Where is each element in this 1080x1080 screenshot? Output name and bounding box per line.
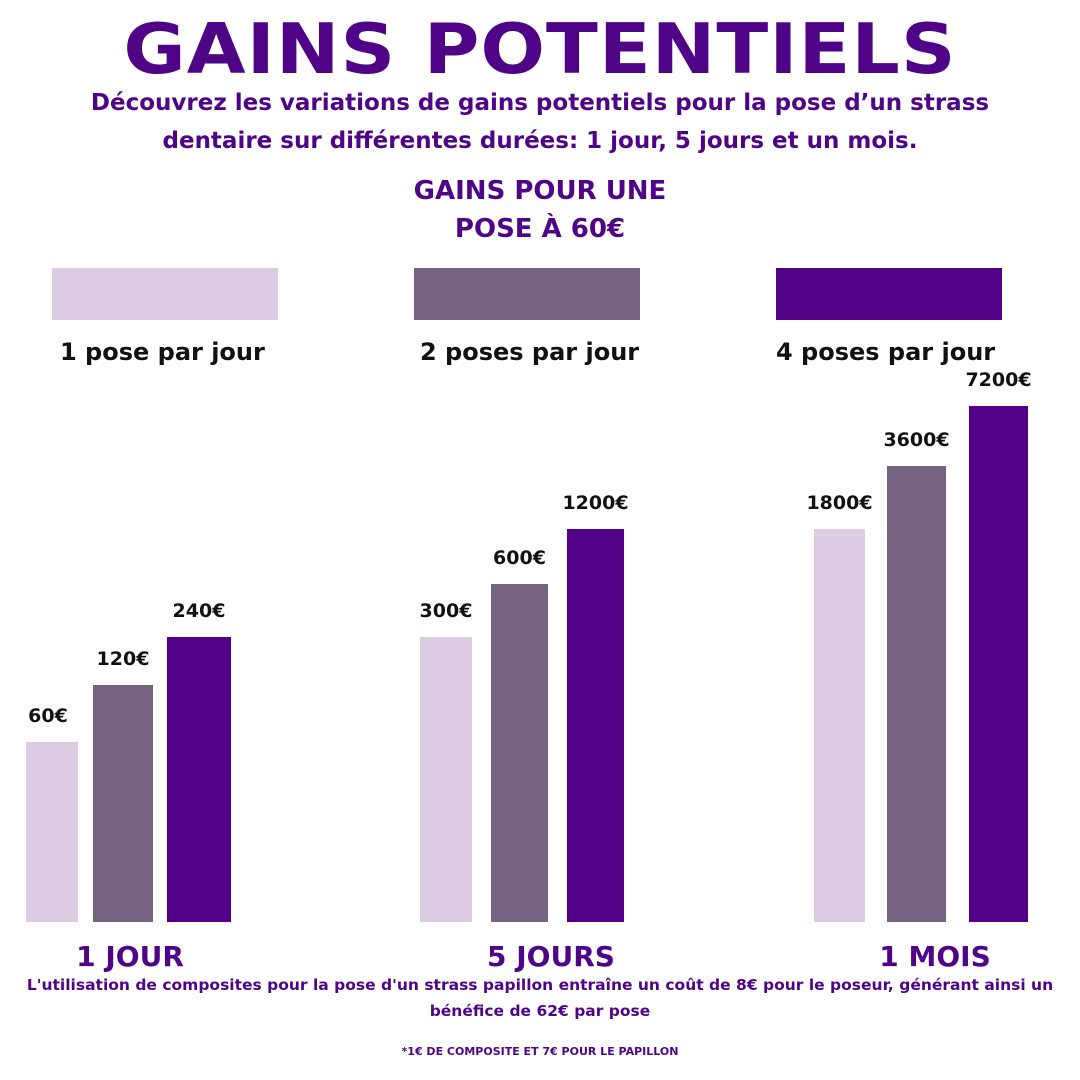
bar-labels-group: 60€ 120€ 240€ 300€ 600€ 1200€ 1800€ 3600€ 7200€ (28, 369, 1031, 727)
bar-value-label-2-1: 3600€ (883, 429, 949, 451)
section-title-line1: GAINS POUR UNE (413, 176, 667, 206)
bar-value-label-1-0: 300€ (420, 600, 473, 622)
legend-swatch-3 (776, 268, 1002, 320)
legend-label-2: 2 poses par jour (420, 338, 640, 366)
footnote-small: *1€ DE COMPOSITE ET 7€ POUR LE PAPILLON (401, 1045, 679, 1058)
page-title: GAINS POTENTIELS (123, 7, 957, 90)
bar-2-2 (969, 406, 1028, 922)
bar-0-0 (26, 742, 78, 922)
bar-1-2 (567, 529, 624, 922)
bar-value-label-1-2: 1200€ (562, 492, 628, 514)
bar-1-0 (420, 637, 472, 922)
category-label-0: 1 JOUR (76, 940, 184, 972)
bars-group (26, 406, 1028, 922)
bar-value-label-0-2: 240€ (173, 600, 226, 622)
legend-swatch-2 (414, 268, 640, 320)
bar-value-label-1-1: 600€ (493, 547, 546, 569)
bar-value-label-0-0: 60€ (28, 705, 68, 727)
category-labels-group: 1 JOUR 5 JOURS 1 MOIS (76, 940, 991, 972)
bar-0-2 (167, 637, 231, 922)
bar-chart: 60€120€240€ 300€600€1200€ 1800€3600€7200€ … (26, 369, 1032, 972)
bar-2-1 (887, 466, 946, 922)
bar-2-0 (814, 529, 865, 922)
legend-label-1: 1 pose par jour (60, 338, 265, 366)
category-label-2: 1 MOIS (879, 940, 990, 972)
category-label-1: 5 JOURS (487, 940, 615, 972)
bar-value-label-2-2: 7200€ (965, 369, 1031, 391)
subtitle: Découvrez les variations de gains potent… (90, 90, 990, 154)
bar-value-label-0-1: 120€ (97, 648, 150, 670)
legend-swatch-1 (52, 268, 278, 320)
footnote: L'utilisation de composites pour la pose… (26, 976, 1054, 1020)
legend-label-3: 4 poses par jour (776, 338, 996, 366)
bar-value-label-2-0: 1800€ (806, 492, 872, 514)
section-title: GAINS POUR UNE POSE À 60€ (340, 172, 740, 248)
bar-0-1 (93, 685, 153, 922)
bar-1-1 (491, 584, 548, 922)
section-title-line2: POSE À 60€ (454, 214, 626, 244)
